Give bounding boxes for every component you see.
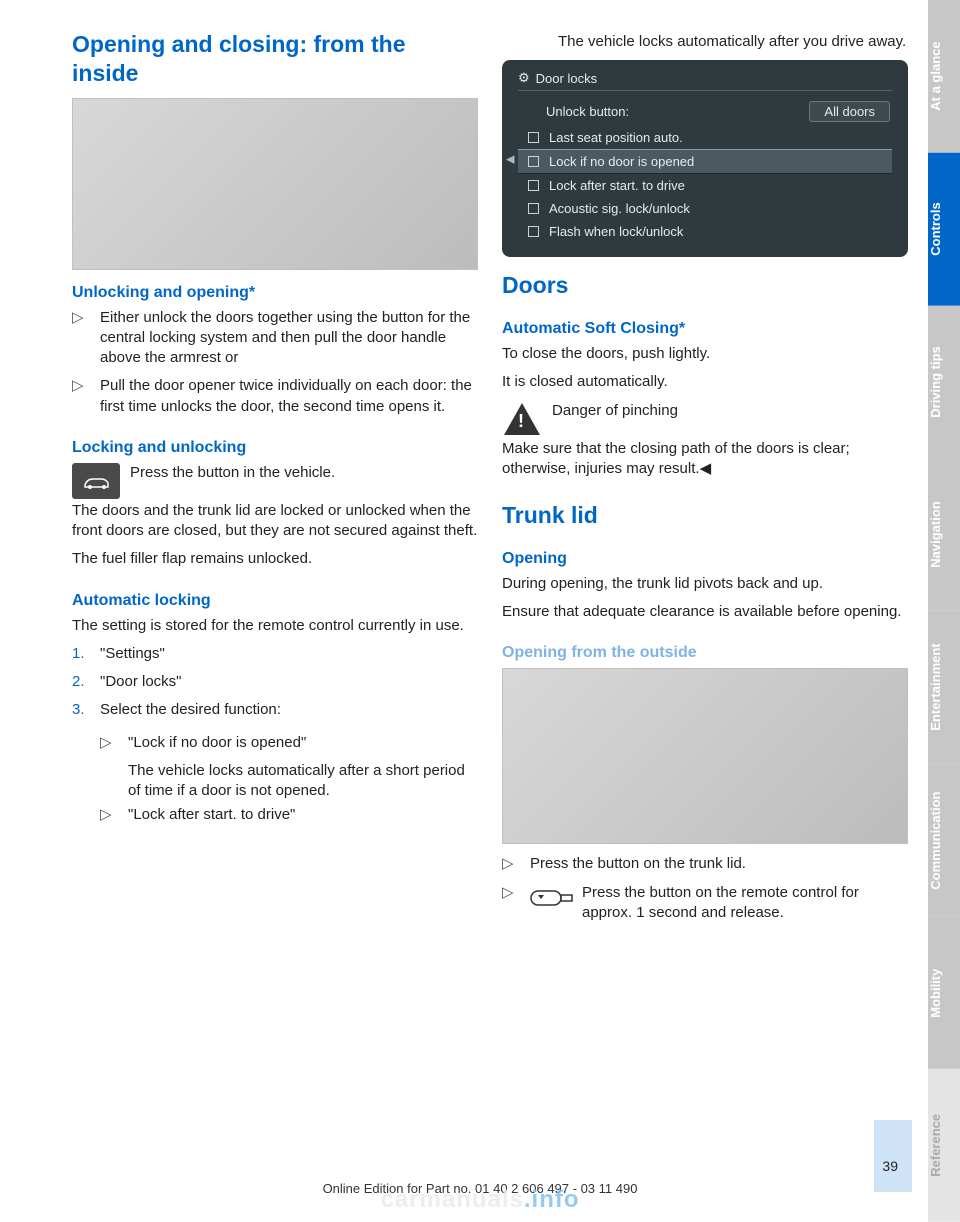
- bullet-marker: ▷: [72, 376, 100, 417]
- step-number: 2.: [72, 672, 100, 692]
- dashboard-image: [72, 98, 478, 270]
- sub-item-label: "Lock after start. to drive": [128, 805, 478, 825]
- subheading-opening: Opening: [502, 550, 908, 568]
- list-item: Press the button on the remote control f…: [582, 883, 908, 924]
- left-column: Opening and closing: from the inside Unl…: [72, 30, 478, 1202]
- section-heading: Opening and closing: from the inside: [72, 30, 478, 88]
- auto-lock-intro: The setting is stored for the remote con…: [72, 616, 478, 636]
- idrive-menu-item: Lock if no door is opened: [518, 149, 892, 174]
- section-tab[interactable]: Communication: [928, 764, 960, 917]
- warning-text: Make sure that the closing path of the d…: [502, 439, 908, 480]
- subheading-soft-closing: Automatic Soft Closing*: [502, 320, 908, 338]
- auto-lock-steps: 1."Settings" 2."Door locks" 3.Select the…: [72, 644, 478, 729]
- idrive-title-bar: ⚙ Door locks: [518, 70, 892, 91]
- continuation-text: The vehicle locks automatically after yo…: [558, 32, 908, 52]
- bullet-marker: ▷: [502, 854, 530, 874]
- idrive-item-label: Lock after start. to drive: [549, 178, 685, 193]
- section-tab[interactable]: Controls: [928, 153, 960, 306]
- warning-title: Danger of pinching: [552, 401, 908, 421]
- idrive-item-label: Last seat position auto.: [549, 130, 683, 145]
- idrive-dropdown-row: Unlock button: All doors: [518, 97, 892, 126]
- idrive-item-label: Acoustic sig. lock/unlock: [549, 201, 690, 216]
- step-text: Select the desired function:: [100, 700, 281, 720]
- opening-p2: Ensure that adequate clearance is availa…: [502, 602, 908, 622]
- step-text: "Door locks": [100, 672, 182, 692]
- checkbox-icon: [528, 180, 539, 191]
- subheading-opening-outside: Opening from the outside: [502, 644, 908, 662]
- subheading-auto-lock: Automatic locking: [72, 592, 478, 610]
- page-number: 39: [882, 1158, 898, 1174]
- bullet-marker: ▷: [100, 733, 128, 802]
- unlock-list: ▷Either unlock the doors together using …: [72, 308, 478, 425]
- remote-key-icon: [530, 883, 574, 911]
- warning-block: Danger of pinching: [502, 401, 908, 437]
- checkbox-icon: [528, 156, 539, 167]
- step-text: "Settings": [100, 644, 165, 664]
- idrive-menu-item: Lock after start. to drive: [518, 174, 892, 197]
- sub-item-text: The vehicle locks automatically after a …: [128, 761, 478, 802]
- soft-close-p2: It is closed automatically.: [502, 372, 908, 392]
- idrive-title: Door locks: [536, 71, 597, 86]
- car-lock-icon: [72, 463, 120, 499]
- bullet-marker: ▷: [502, 883, 530, 924]
- watermark-part-2: .info: [524, 1186, 580, 1213]
- idrive-dropdown-value: All doors: [809, 101, 890, 122]
- subheading-locking: Locking and unlocking: [72, 439, 478, 457]
- right-column: The vehicle locks automatically after yo…: [502, 30, 908, 1202]
- sub-item-label: "Lock if no door is opened": [128, 733, 478, 753]
- gear-icon: ⚙: [518, 70, 530, 86]
- bullet-marker: ▷: [72, 308, 100, 369]
- idrive-left-arrow-icon: ◀: [506, 152, 514, 165]
- step-number: 3.: [72, 700, 100, 720]
- soft-close-p1: To close the doors, push lightly.: [502, 344, 908, 364]
- opening-p1: During opening, the trunk lid pivots bac…: [502, 574, 908, 594]
- watermark-part-1: carmanuals: [380, 1186, 523, 1213]
- checkbox-icon: [528, 132, 539, 143]
- checkbox-icon: [528, 226, 539, 237]
- lock-text-2: The doors and the trunk lid are locked o…: [72, 501, 478, 542]
- idrive-item-label: Flash when lock/unlock: [549, 224, 683, 239]
- list-item: Press the button on the trunk lid.: [530, 854, 746, 874]
- idrive-menu-item: Acoustic sig. lock/unlock: [518, 197, 892, 220]
- idrive-item-label: Lock if no door is opened: [549, 154, 694, 169]
- lock-text-1: Press the button in the vehicle.: [130, 463, 478, 483]
- lock-icon-block: Press the button in the vehicle.: [72, 463, 478, 499]
- auto-lock-sublist: ▷ "Lock if no door is opened" The vehicl…: [100, 733, 478, 830]
- idrive-menu-item: Flash when lock/unlock: [518, 220, 892, 243]
- idrive-menu-item: Last seat position auto.: [518, 126, 892, 149]
- trunk-image: [502, 668, 908, 844]
- list-item: Either unlock the doors together using t…: [100, 308, 478, 369]
- section-tab[interactable]: At a glance: [928, 0, 960, 153]
- section-heading-trunk: Trunk lid: [502, 501, 908, 530]
- list-item: Pull the door opener twice individually …: [100, 376, 478, 417]
- trunk-open-list: ▷Press the button on the trunk lid. ▷ Pr…: [502, 854, 908, 931]
- bullet-marker: ▷: [100, 805, 128, 825]
- subheading-unlocking: Unlocking and opening*: [72, 284, 478, 302]
- section-tab[interactable]: Entertainment: [928, 611, 960, 764]
- watermark: carmanuals.info: [0, 1186, 960, 1214]
- section-tabs: At a glanceControlsDriving tipsNavigatio…: [928, 0, 960, 1222]
- section-tab[interactable]: Mobility: [928, 917, 960, 1070]
- checkbox-icon: [528, 203, 539, 214]
- section-heading-doors: Doors: [502, 271, 908, 300]
- section-tab[interactable]: Navigation: [928, 458, 960, 611]
- warning-icon: [502, 401, 542, 437]
- step-number: 1.: [72, 644, 100, 664]
- idrive-row-label: Unlock button:: [546, 104, 629, 119]
- idrive-screenshot: ◀ ⚙ Door locks Unlock button: All doors …: [502, 60, 908, 257]
- lock-text-3: The fuel filler flap remains unlocked.: [72, 549, 478, 569]
- section-tab[interactable]: Driving tips: [928, 306, 960, 459]
